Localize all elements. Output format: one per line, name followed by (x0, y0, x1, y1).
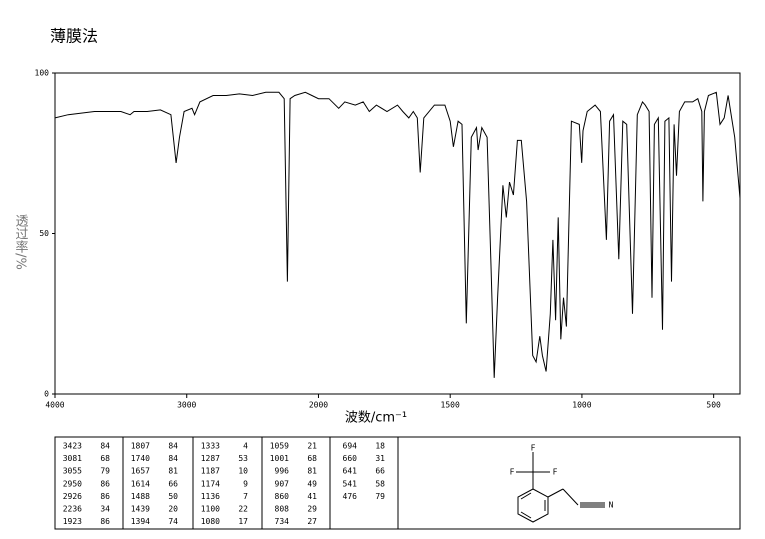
peak-wavenumber: 996 (275, 467, 290, 476)
peak-transmittance: 21 (307, 442, 317, 451)
peak-transmittance: 34 (100, 505, 110, 514)
peak-transmittance: 9 (243, 479, 248, 488)
peak-transmittance: 50 (168, 492, 178, 501)
peak-wavenumber: 641 (343, 467, 358, 476)
x-tick-label: 1000 (572, 401, 591, 410)
peak-transmittance: 18 (375, 442, 385, 451)
y-tick-label: 0 (44, 390, 49, 399)
peak-wavenumber: 694 (343, 442, 358, 451)
peak-wavenumber: 1333 (201, 442, 220, 451)
peak-wavenumber: 1657 (131, 467, 150, 476)
x-axis-label: 波数/cm⁻¹ (345, 411, 407, 426)
peak-wavenumber: 1488 (131, 492, 150, 501)
table-dividers (122, 437, 399, 529)
peak-wavenumber: 1187 (201, 467, 220, 476)
peak-transmittance: 58 (375, 479, 385, 488)
peak-transmittance: 84 (168, 442, 178, 451)
peak-wavenumber: 3423 (63, 442, 82, 451)
bond (520, 492, 532, 500)
peak-wavenumber: 1174 (201, 479, 220, 488)
peak-transmittance: 81 (168, 467, 178, 476)
peak-transmittance: 68 (307, 454, 317, 463)
peak-transmittance: 84 (168, 454, 178, 463)
peak-wavenumber: 3055 (63, 467, 82, 476)
peak-transmittance: 84 (100, 442, 110, 451)
ring (517, 488, 549, 523)
peak-transmittance: 81 (307, 467, 317, 476)
peak-wavenumber: 1439 (131, 505, 150, 514)
peak-wavenumber: 1136 (201, 492, 220, 501)
atom-label: F (531, 444, 536, 453)
structure (516, 452, 605, 523)
peak-wavenumber: 734 (275, 517, 290, 526)
chart-title: 薄膜法 (50, 27, 98, 46)
peak-wavenumber: 1614 (131, 479, 150, 488)
peak-wavenumber: 808 (275, 505, 290, 514)
atom-label: F (510, 468, 515, 477)
peak-wavenumber: 1287 (201, 454, 220, 463)
peak-transmittance: 79 (100, 467, 110, 476)
peak-wavenumber: 1080 (201, 517, 220, 526)
bond (547, 488, 564, 498)
y-axis-label: 透过率/% (13, 214, 29, 270)
y-tick-label: 50 (39, 229, 49, 238)
peak-transmittance: 7 (243, 492, 248, 501)
spectrum-line (54, 91, 741, 378)
peak-wavenumber: 1740 (131, 454, 150, 463)
peak-transmittance: 66 (375, 467, 385, 476)
peak-transmittance: 22 (238, 505, 248, 514)
peak-transmittance: 66 (168, 479, 178, 488)
peak-transmittance: 31 (375, 454, 385, 463)
atom-label: N (609, 501, 614, 510)
peak-transmittance: 74 (168, 517, 178, 526)
x-tick-label: 2000 (309, 401, 328, 410)
peak-transmittance: 49 (307, 479, 317, 488)
peak-wavenumber: 2950 (63, 479, 82, 488)
peak-wavenumber: 860 (275, 492, 290, 501)
bond (562, 488, 579, 506)
bond (520, 511, 532, 519)
peak-transmittance: 20 (168, 505, 178, 514)
peak-wavenumber: 1923 (63, 517, 82, 526)
atom-label: F (553, 468, 558, 477)
peak-wavenumber: 660 (343, 454, 358, 463)
peak-wavenumber: 3081 (63, 454, 82, 463)
peak-wavenumber: 907 (275, 479, 290, 488)
peak-wavenumber: 1807 (131, 442, 150, 451)
peak-wavenumber: 1394 (131, 517, 150, 526)
x-tick-label: 4000 (45, 401, 64, 410)
peak-transmittance: 86 (100, 479, 110, 488)
peak-transmittance: 17 (238, 517, 248, 526)
peak-wavenumber: 476 (343, 492, 358, 501)
x-tick-label: 500 (706, 401, 721, 410)
peak-wavenumber: 1001 (270, 454, 289, 463)
peak-wavenumber: 2236 (63, 505, 82, 514)
peak-transmittance: 53 (238, 454, 248, 463)
peak-transmittance: 27 (307, 517, 317, 526)
peak-transmittance: 10 (238, 467, 248, 476)
y-tick-label: 100 (35, 69, 50, 78)
peak-transmittance: 41 (307, 492, 317, 501)
peak-wavenumber: 1100 (201, 505, 220, 514)
x-tick-label: 3000 (177, 401, 196, 410)
peak-wavenumber: 541 (343, 479, 358, 488)
peak-transmittance: 29 (307, 505, 317, 514)
peak-wavenumber: 2926 (63, 492, 82, 501)
peak-wavenumber: 1059 (270, 442, 289, 451)
peak-transmittance: 4 (243, 442, 248, 451)
peak-transmittance: 86 (100, 517, 110, 526)
peak-transmittance: 68 (100, 454, 110, 463)
x-tick-label: 1500 (441, 401, 460, 410)
peak-transmittance: 79 (375, 492, 385, 501)
peak-transmittance: 86 (100, 492, 110, 501)
